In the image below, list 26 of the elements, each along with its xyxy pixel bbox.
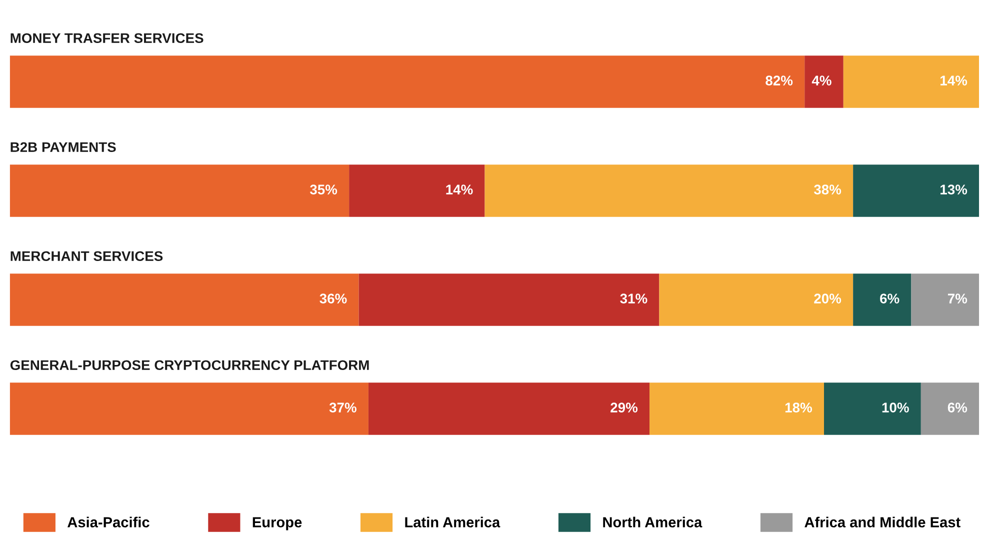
data-label: 4% <box>812 76 832 86</box>
legend-label: North America <box>603 516 702 528</box>
y-tick-label: MONEY TRASFER SERVICES <box>10 33 204 44</box>
data-label: 35% <box>310 184 338 194</box>
data-label: 38% <box>814 184 842 194</box>
data-label: 6% <box>948 402 968 412</box>
data-label: 20% <box>814 294 842 304</box>
legend-label: Asia-Pacific <box>68 516 150 528</box>
y-tick-label: GENERAL-PURPOSE CRYPTOCURRENCY PLATFORM <box>10 360 369 370</box>
legend-label: Africa and Middle East <box>804 516 960 528</box>
data-label: 14% <box>446 184 473 194</box>
data-label: 18% <box>785 402 812 412</box>
data-label: 29% <box>610 402 638 412</box>
data-label: 10% <box>882 402 909 412</box>
data-label: 36% <box>320 294 347 304</box>
legend-label: Latin America <box>405 516 500 528</box>
data-label: 7% <box>948 294 968 304</box>
data-label: 13% <box>940 184 968 194</box>
data-label: 6% <box>880 294 900 304</box>
data-label: 14% <box>940 76 968 86</box>
y-tick-label: MERCHANT SERVICES <box>10 251 163 262</box>
data-label: 37% <box>329 402 356 412</box>
y-tick-label: B2B PAYMENTS <box>10 142 116 152</box>
data-label: 31% <box>620 294 648 304</box>
legend-label: Europe <box>252 517 302 530</box>
data-label: 82% <box>766 76 793 86</box>
